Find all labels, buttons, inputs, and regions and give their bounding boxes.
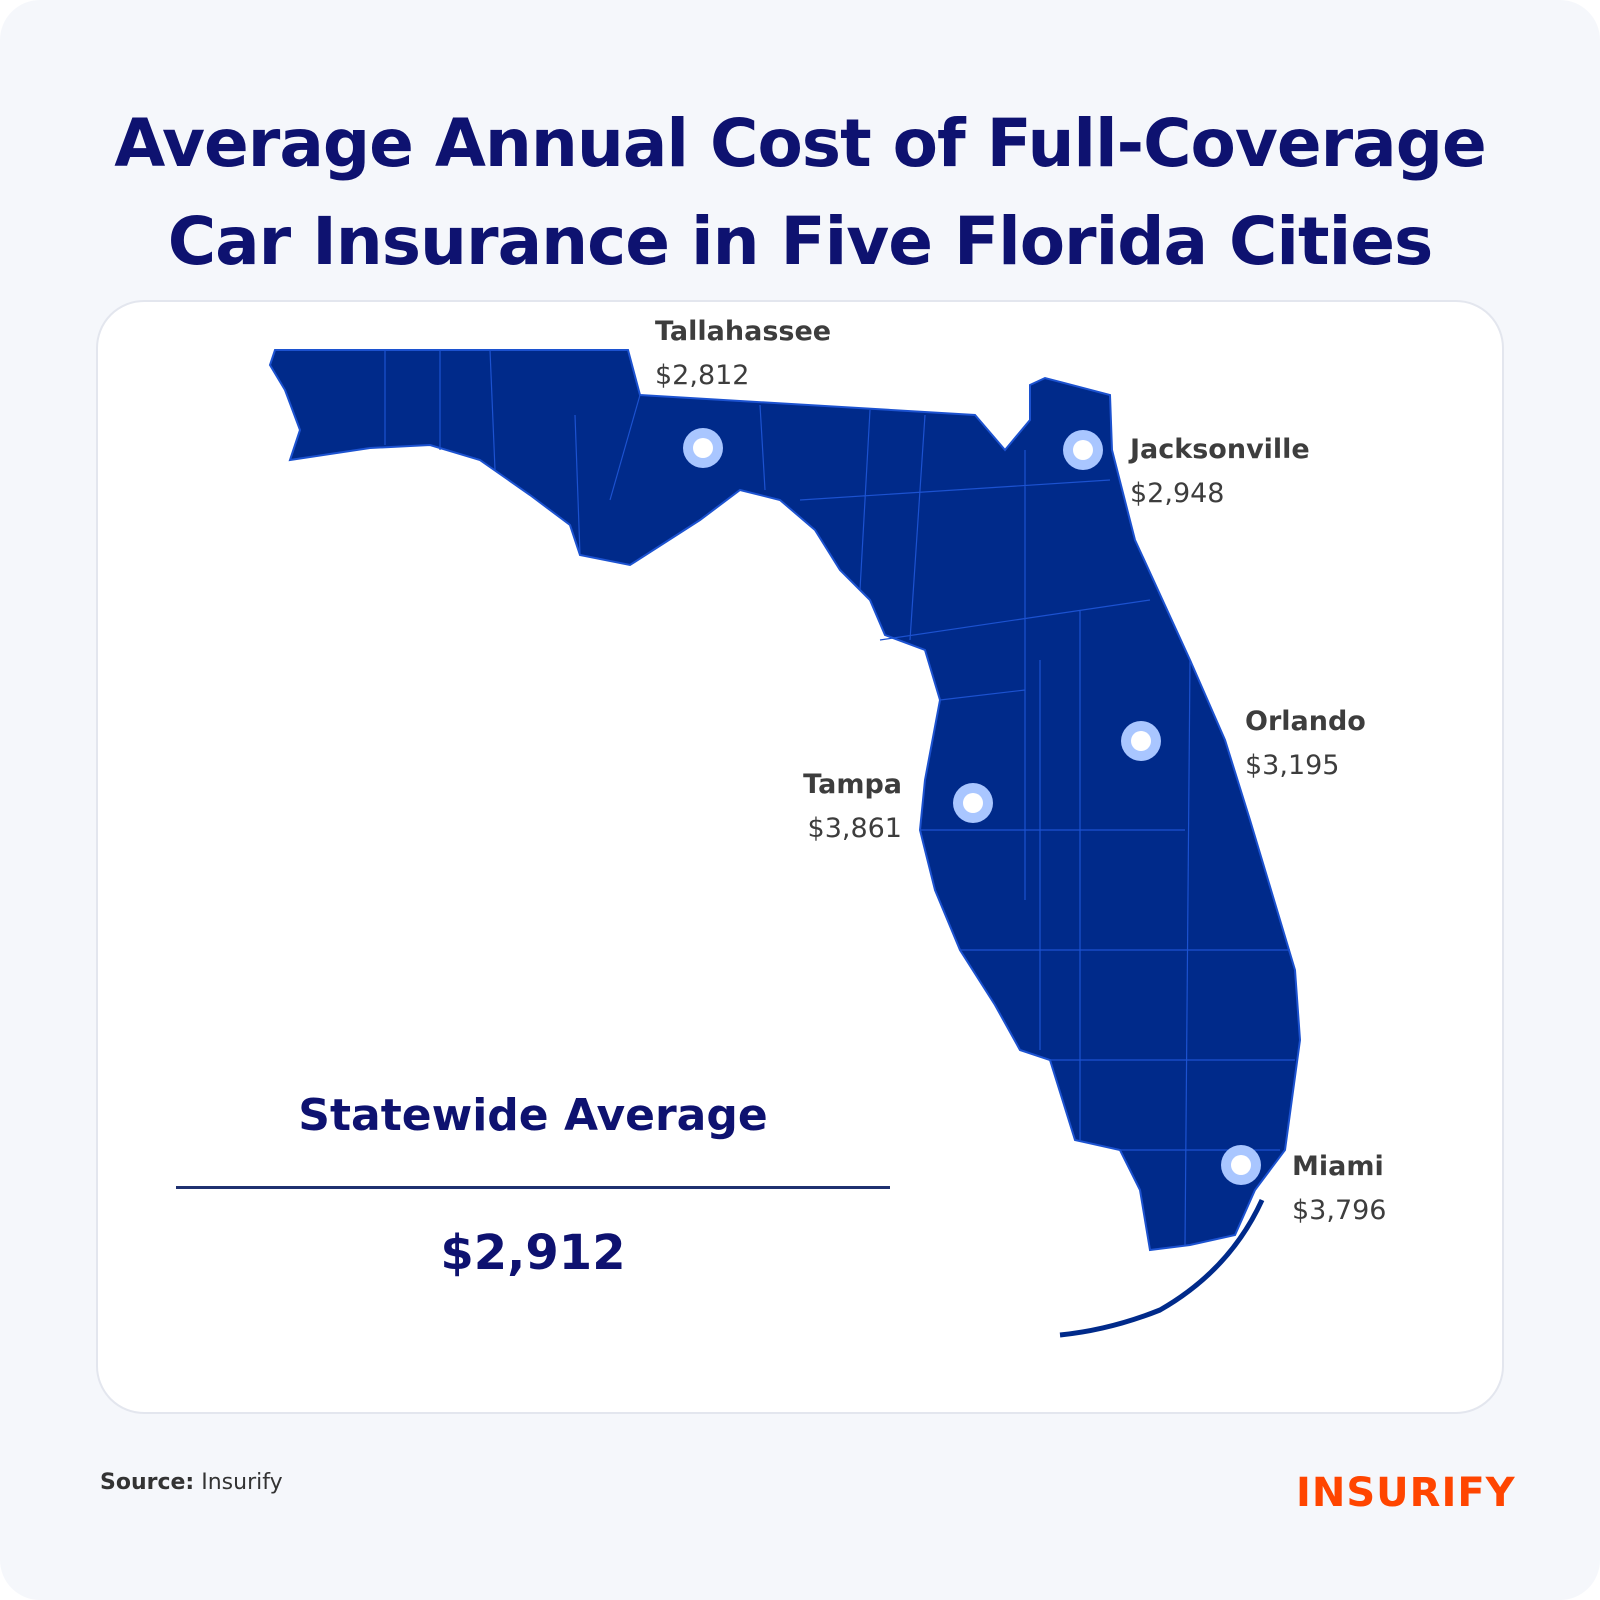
city-name: Jacksonville [1130, 434, 1310, 465]
source-value: Insurify [201, 1470, 283, 1495]
statewide-label: Statewide Average [298, 1090, 768, 1141]
label-tallahassee: Tallahassee $2,812 [655, 310, 831, 398]
city-name: Miami [1292, 1151, 1384, 1182]
label-orlando: Orlando $3,195 [1245, 700, 1366, 788]
florida-shape [268, 349, 1302, 1252]
city-name: Tallahassee [655, 316, 832, 347]
marker-miami[interactable] [1221, 1145, 1261, 1185]
source-label: Source: [100, 1470, 195, 1495]
city-markers [683, 428, 1261, 1185]
marker-tallahassee[interactable] [683, 428, 723, 468]
city-cost: $3,796 [1292, 1195, 1387, 1226]
city-cost: $2,948 [1130, 478, 1225, 509]
marker-tampa[interactable] [953, 783, 993, 823]
statewide-value: $2,912 [440, 1225, 626, 1281]
divider [176, 1186, 890, 1189]
page-title: Average Annual Cost of Full-Coverage Car … [0, 95, 1600, 291]
city-cost: $3,195 [1245, 750, 1340, 781]
florida-keys [1059, 1198, 1265, 1338]
label-jacksonville: Jacksonville $2,948 [1130, 428, 1310, 516]
title-line-2: Car Insurance in Five Florida Cities [167, 203, 1434, 280]
label-miami: Miami $3,796 [1292, 1145, 1386, 1233]
source: Source: Insurify [100, 1470, 283, 1495]
city-name: Tampa [803, 769, 902, 800]
title-line-1: Average Annual Cost of Full-Coverage [114, 105, 1486, 182]
label-tampa: Tampa $3,861 [780, 763, 902, 851]
marker-jacksonville[interactable] [1063, 430, 1103, 470]
city-cost: $2,812 [655, 360, 750, 391]
marker-orlando[interactable] [1121, 721, 1161, 761]
city-cost: $3,861 [807, 813, 902, 844]
insurify-logo: INSURIFY [1296, 1470, 1516, 1516]
city-name: Orlando [1245, 706, 1366, 737]
county-lines [384, 349, 1295, 1246]
